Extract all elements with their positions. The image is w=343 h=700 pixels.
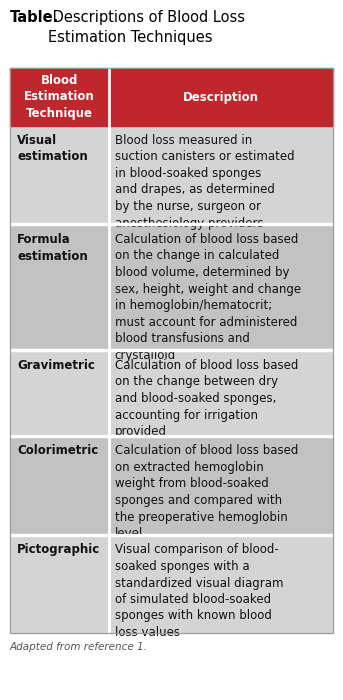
Text: Colorimetric: Colorimetric — [17, 444, 98, 458]
Text: Calculation of blood loss based
on the change between dry
and blood-soaked spong: Calculation of blood loss based on the c… — [115, 359, 298, 438]
Bar — [108, 225, 333, 349]
Bar — [10, 68, 333, 633]
Bar — [10, 126, 108, 223]
Bar — [108, 68, 333, 126]
Text: Adapted from reference 1.: Adapted from reference 1. — [10, 643, 148, 652]
Bar — [10, 536, 108, 633]
Bar — [10, 349, 333, 351]
Bar — [108, 351, 333, 435]
Bar — [10, 225, 108, 349]
Text: Visual comparison of blood-
soaked sponges with a
standardized visual diagram
of: Visual comparison of blood- soaked spong… — [115, 543, 283, 639]
Bar — [10, 223, 333, 225]
Bar — [10, 435, 333, 437]
Bar — [108, 126, 333, 223]
Bar — [108, 536, 333, 633]
Bar — [108, 437, 333, 533]
Text: Visual
estimation: Visual estimation — [17, 134, 88, 164]
Text: Formula
estimation: Formula estimation — [17, 233, 88, 262]
Text: Blood
Estimation
Technique: Blood Estimation Technique — [24, 74, 95, 120]
Text: Description: Description — [183, 90, 259, 104]
Bar — [10, 437, 108, 533]
Text: Table.: Table. — [10, 10, 59, 25]
Text: Calculation of blood loss based
on extracted hemoglobin
weight from blood-soaked: Calculation of blood loss based on extra… — [115, 444, 298, 540]
Bar — [10, 68, 108, 126]
Text: Pictographic: Pictographic — [17, 543, 100, 556]
Bar — [10, 533, 333, 536]
Text: Calculation of blood loss based
on the change in calculated
blood volume, determ: Calculation of blood loss based on the c… — [115, 233, 301, 361]
Bar — [10, 351, 108, 435]
Text: Descriptions of Blood Loss
Estimation Techniques: Descriptions of Blood Loss Estimation Te… — [48, 10, 245, 45]
Text: Gravimetric: Gravimetric — [17, 359, 95, 372]
Text: Blood loss measured in
suction canisters or estimated
in blood-soaked sponges
an: Blood loss measured in suction canisters… — [115, 134, 294, 230]
